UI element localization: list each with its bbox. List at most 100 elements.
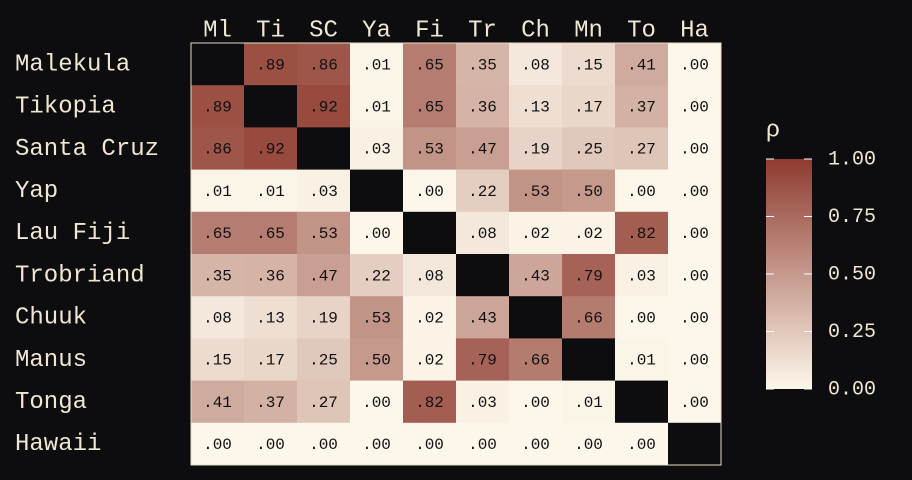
cell	[615, 296, 669, 339]
empty-cell	[191, 43, 245, 86]
cell	[668, 380, 722, 424]
cell-label: .01	[362, 56, 391, 74]
cell	[615, 169, 669, 213]
x-tick-label: SC	[309, 17, 338, 44]
cell	[456, 211, 510, 255]
cell-label: .27	[627, 141, 656, 159]
cell-label: .50	[362, 352, 391, 370]
cell-label: .92	[309, 99, 338, 117]
cell-label: .17	[256, 352, 285, 370]
cell	[509, 254, 563, 297]
cell	[191, 296, 245, 339]
cell-label: .08	[468, 225, 497, 243]
cell-label: .00	[680, 99, 709, 117]
cell-label: .03	[362, 141, 391, 159]
cell-label: .00	[680, 394, 709, 412]
cell	[191, 85, 245, 128]
cell-label: .89	[203, 99, 232, 117]
cell-label: .37	[256, 394, 285, 412]
cell-label: .00	[680, 56, 709, 74]
x-tick-label: Ha	[680, 17, 709, 44]
empty-cell	[297, 127, 351, 171]
cell-label: .00	[680, 225, 709, 243]
colorbar-tick-label: 1.00	[828, 148, 876, 171]
x-tick-label: Tr	[468, 17, 497, 44]
cell-label: .00	[309, 436, 338, 454]
cell	[403, 380, 457, 424]
cell	[509, 169, 563, 213]
cell	[562, 85, 616, 128]
cell-label: .43	[521, 267, 550, 285]
cell-label: .01	[203, 183, 232, 201]
x-tick-label: Ch	[521, 17, 550, 44]
cell	[297, 43, 351, 86]
cell-label: .00	[627, 310, 656, 328]
cell-label: .66	[574, 310, 603, 328]
cell	[456, 338, 510, 382]
cell-label: .02	[574, 225, 603, 243]
x-tick-label: Ti	[256, 17, 285, 44]
cell-label: .02	[521, 225, 550, 243]
cell-label: .82	[627, 225, 656, 243]
cell-label: .01	[256, 183, 285, 201]
cell	[615, 43, 669, 86]
cell-label: .17	[574, 99, 603, 117]
cell-label: .19	[521, 141, 550, 159]
cell-label: .53	[309, 225, 338, 243]
cell-label: .89	[256, 56, 285, 74]
cell	[509, 211, 563, 255]
cell-label: .00	[415, 183, 444, 201]
cell	[668, 254, 722, 297]
cell-label: .13	[256, 310, 285, 328]
cell-label: .53	[415, 141, 444, 159]
cell-label: .01	[362, 99, 391, 117]
cell	[350, 422, 404, 466]
cell	[403, 254, 457, 297]
cell	[244, 296, 298, 339]
cell-label: .86	[309, 56, 338, 74]
cell-label: .22	[468, 183, 497, 201]
cell-label: .35	[203, 267, 232, 285]
cell-label: .19	[309, 310, 338, 328]
cell-label: .92	[256, 141, 285, 159]
cell	[297, 169, 351, 213]
cell-label: .15	[574, 56, 603, 74]
cell-label: .00	[468, 436, 497, 454]
cell-label: .00	[680, 310, 709, 328]
cell	[350, 254, 404, 297]
cell	[244, 211, 298, 255]
cell-label: .35	[468, 56, 497, 74]
cell	[562, 422, 616, 466]
empty-cell	[456, 254, 510, 297]
cell	[244, 380, 298, 424]
cell-label: .00	[362, 225, 391, 243]
cell	[350, 338, 404, 382]
y-tick-label: Santa Cruz	[15, 136, 159, 163]
cell	[244, 169, 298, 213]
cell-label: .41	[627, 56, 656, 74]
colorbar-tick-label: 0.00	[828, 378, 876, 401]
cell	[615, 338, 669, 382]
cell	[297, 211, 351, 255]
cell-label: .53	[521, 183, 550, 201]
cell-label: .65	[415, 99, 444, 117]
cell-label: .36	[468, 99, 497, 117]
cell	[456, 296, 510, 339]
cell	[668, 85, 722, 128]
cell-label: .15	[203, 352, 232, 370]
y-tick-label: Manus	[15, 347, 87, 374]
cell-label: .00	[680, 141, 709, 159]
y-tick-label: Malekula	[15, 51, 130, 78]
cell	[297, 338, 351, 382]
y-tick-label: Tikopia	[15, 94, 116, 121]
cell	[403, 43, 457, 86]
cell-label: .27	[309, 394, 338, 412]
x-tick-label: To	[627, 17, 656, 44]
cell-label: .00	[627, 183, 656, 201]
cell	[668, 169, 722, 213]
cell	[297, 296, 351, 339]
cell-label: .65	[203, 225, 232, 243]
cell-label: .65	[256, 225, 285, 243]
cell-label: .00	[680, 183, 709, 201]
